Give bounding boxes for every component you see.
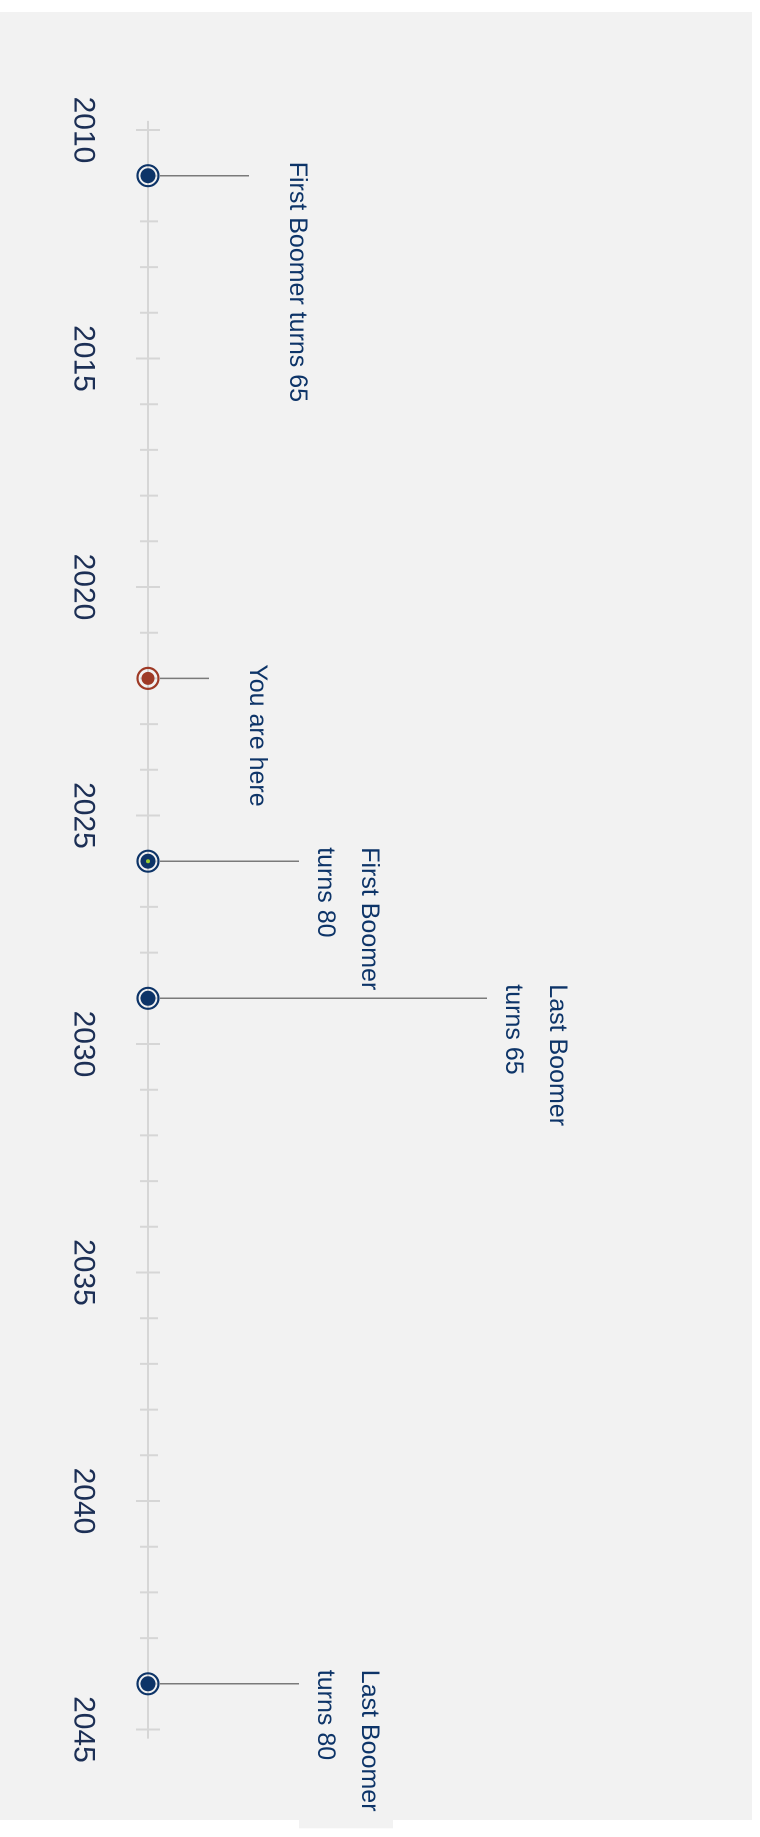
event-label-line: turns 80	[312, 1670, 340, 1760]
event-label-3: Last Boomer turns 65	[500, 984, 572, 1126]
event-label-1: You are here	[244, 664, 272, 806]
current-marker-ring	[136, 666, 160, 691]
current-marker-dot	[141, 671, 155, 685]
event-marker-ring	[136, 1672, 160, 1696]
event-3: Last Boomer turns 65	[136, 974, 581, 1143]
axis-tick-labels: 2010 2015 2020 2025 2030 2035 2040 2045	[68, 97, 101, 1763]
event-label-2: First Boomer turns 80	[312, 847, 384, 990]
event-label-line: turns 65	[500, 984, 528, 1074]
label-box	[299, 1659, 393, 1829]
tick-label-2045: 2045	[68, 1696, 101, 1763]
timeline-events: First Boomer turns 65 You are here First B…	[136, 151, 581, 1829]
label-box	[487, 974, 581, 1143]
tick-label-2010: 2010	[68, 97, 101, 164]
event-marker-accent	[146, 859, 150, 864]
event-label-line: First Boomer	[356, 847, 384, 990]
tick-label-2035: 2035	[68, 1239, 101, 1306]
event-label-line: First Boomer turns 65	[284, 162, 312, 402]
event-marker-ring	[136, 986, 160, 1010]
event-marker-dot	[140, 168, 156, 184]
event-marker-dot	[140, 990, 156, 1006]
tick-label-2025: 2025	[68, 782, 101, 849]
tick-label-2020: 2020	[68, 554, 101, 621]
label-box	[299, 837, 393, 1020]
event-label-line: You are here	[244, 664, 272, 806]
tick-label-2040: 2040	[68, 1468, 101, 1535]
event-0: First Boomer turns 65	[136, 151, 312, 456]
label-box	[249, 151, 299, 456]
event-marker-ring	[136, 164, 160, 188]
event-label-line: Last Boomer	[544, 984, 572, 1126]
event-4: Last Boomer turns 80	[136, 1659, 393, 1829]
label-box	[209, 654, 259, 837]
event-1: You are here	[136, 654, 272, 837]
event-label-line: Last Boomer	[356, 1670, 384, 1812]
tick-label-2030: 2030	[68, 1011, 101, 1078]
event-2: First Boomer turns 80	[136, 837, 393, 1020]
timeline-axis	[136, 120, 160, 1739]
event-marker-dot	[140, 1676, 156, 1692]
event-marker-ring	[136, 849, 160, 873]
event-label-0: First Boomer turns 65	[284, 162, 312, 402]
event-label-line: turns 80	[312, 847, 340, 937]
event-label-4: Last Boomer turns 80	[312, 1670, 384, 1812]
tick-label-2015: 2015	[68, 325, 101, 392]
